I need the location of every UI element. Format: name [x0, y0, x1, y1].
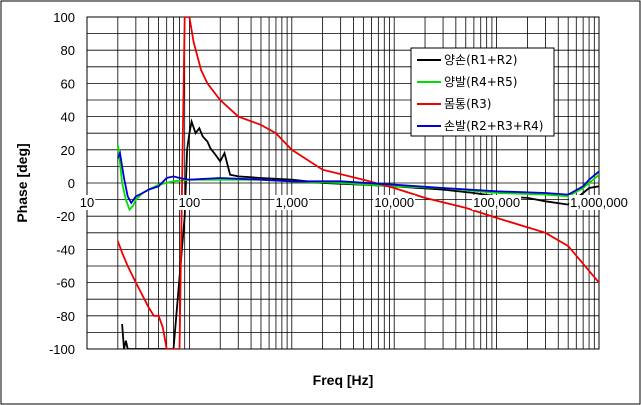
y-tick-labels: 100 80 60 40 20 0 -20 -40 -60 -80 -100: [49, 10, 75, 357]
y-tick-label: -80: [56, 309, 75, 324]
x-tick-label-background: [78, 195, 96, 210]
x-tick-label: 10,000: [374, 195, 414, 210]
legend-entry: 몸통(R3): [444, 97, 491, 111]
x-tick-label-background: [472, 195, 522, 210]
x-tick-label: 1,000,000: [570, 195, 628, 210]
series-line-4: [116, 149, 599, 205]
legend-entry: 손발(R2+R3+R4): [444, 119, 543, 133]
x-tick-label: 100,000: [473, 195, 520, 210]
x-tick-label-background: [373, 195, 416, 210]
legend-entry: 양손(R1+R2): [444, 53, 517, 67]
x-tick-label-background: [569, 195, 629, 210]
y-tick-label: -40: [56, 242, 75, 257]
y-tick-label: -100: [49, 342, 75, 357]
legend-box: [410, 47, 555, 137]
y-tick-label: 40: [61, 110, 75, 125]
x-tick-label-background: [274, 195, 310, 210]
plot-area-border: [86, 16, 600, 350]
y-tick-label: 20: [61, 143, 75, 158]
y-tick-label: 80: [61, 43, 75, 58]
x-tick-label: 1,000: [276, 195, 309, 210]
y-tick-label: -60: [56, 276, 75, 291]
x-tick-label: 10: [80, 195, 94, 210]
y-tick-label: 0: [68, 176, 75, 191]
y-axis-title: Phase [deg]: [14, 143, 30, 222]
series-line-3: [116, 17, 599, 349]
x-tick-label-background: [177, 195, 202, 210]
x-tick-label: 100: [179, 195, 201, 210]
y-tick-label: 100: [53, 10, 75, 25]
x-tick-labels: 10 100 1,000 10,000 100,000 1,000,000: [78, 195, 629, 210]
y-tick-label: 60: [61, 76, 75, 91]
legend: 양손(R1+R2) 양발(R4+R5) 몸통(R3) 손발(R2+R3+R4): [410, 47, 555, 137]
legend-entry: 양발(R4+R5): [444, 75, 517, 89]
x-axis-title: Freq [Hz]: [313, 372, 374, 388]
y-tick-label: -20: [56, 209, 75, 224]
